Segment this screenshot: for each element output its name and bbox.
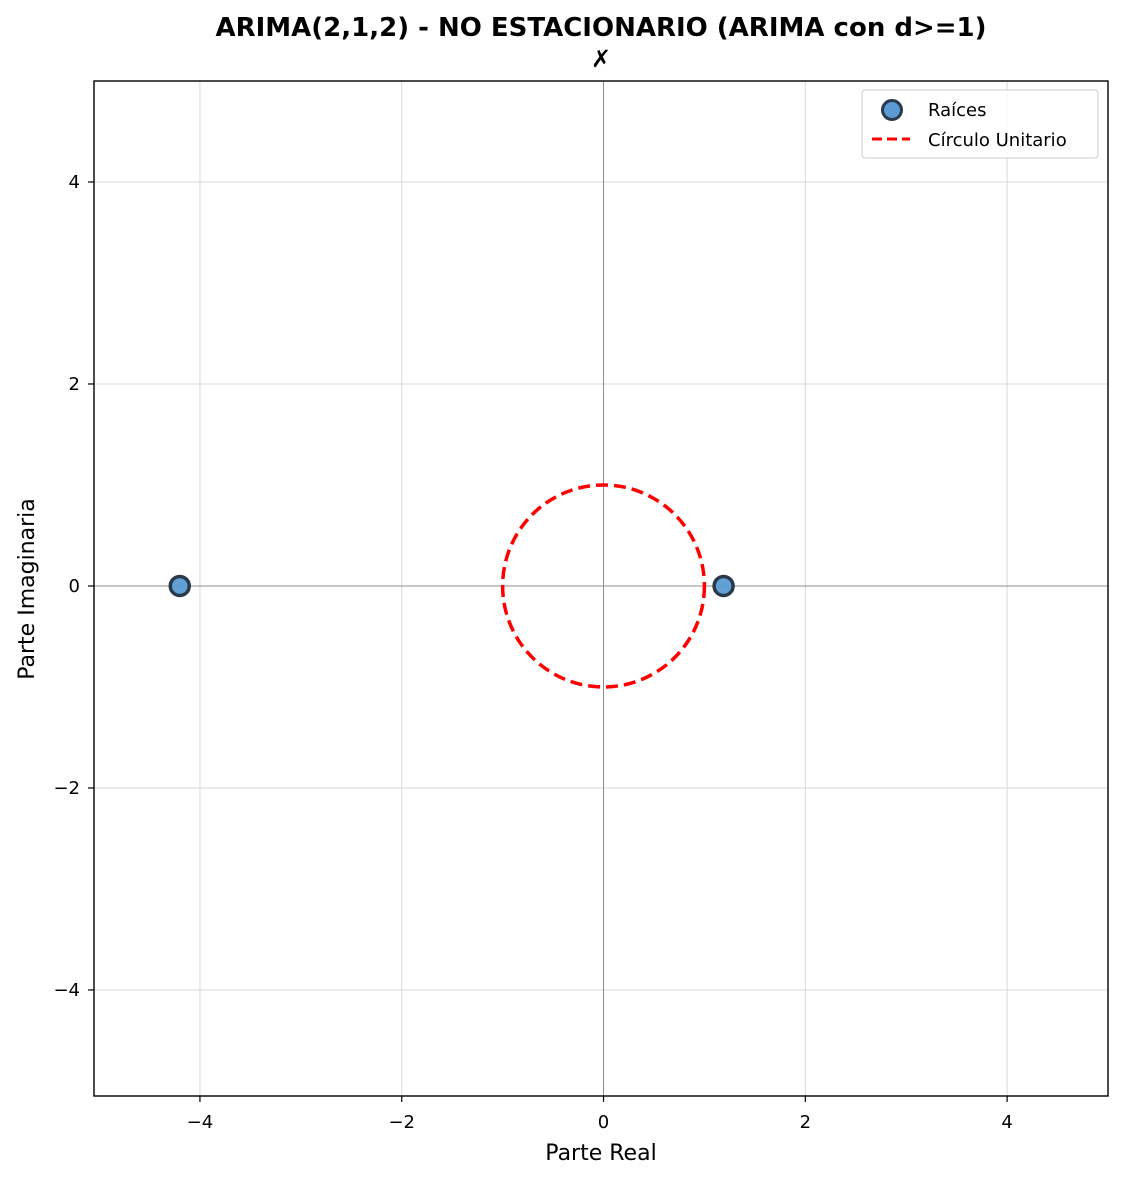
y-tick-label-3: 2 bbox=[69, 374, 80, 395]
root-point-1 bbox=[712, 574, 735, 598]
legend-marker-raices bbox=[881, 99, 903, 121]
root-point-0 bbox=[168, 574, 192, 598]
chart-subtitle: ✗ bbox=[591, 45, 611, 73]
legend-label-circulo: Círculo Unitario bbox=[928, 130, 1067, 151]
x-tick-label-4: 4 bbox=[1001, 1112, 1012, 1133]
x-axis-label: Parte Real bbox=[545, 1141, 656, 1166]
legend: Raíces Círculo Unitario bbox=[861, 89, 1099, 159]
y-tick-label-4: 4 bbox=[69, 172, 80, 193]
unit-circle bbox=[500, 483, 707, 689]
x-tick-label-1: −2 bbox=[388, 1112, 415, 1133]
x-tick-label-3: 2 bbox=[800, 1112, 811, 1133]
chart-title: ARIMA(2,1,2) - NO ESTACIONARIO (ARIMA co… bbox=[215, 13, 986, 43]
y-axis-label: Parte Imaginaria bbox=[15, 498, 40, 680]
y-tick-label-1: −2 bbox=[53, 778, 80, 799]
x-tick-label-2: 0 bbox=[598, 1112, 609, 1133]
y-tick-label-0: −4 bbox=[53, 980, 80, 1001]
ticks: −4 −2 0 2 4 −4 −2 0 2 4 bbox=[53, 172, 1012, 1133]
data-layer bbox=[168, 483, 735, 689]
x-tick-label-0: −4 bbox=[187, 1112, 214, 1133]
plot-background bbox=[94, 81, 1108, 1096]
zero-lines bbox=[94, 81, 1108, 1096]
plot-frame bbox=[93, 80, 1109, 1097]
y-tick-label-2: 0 bbox=[69, 576, 80, 597]
legend-label-raices: Raíces bbox=[928, 100, 987, 121]
legend-box bbox=[861, 89, 1099, 159]
